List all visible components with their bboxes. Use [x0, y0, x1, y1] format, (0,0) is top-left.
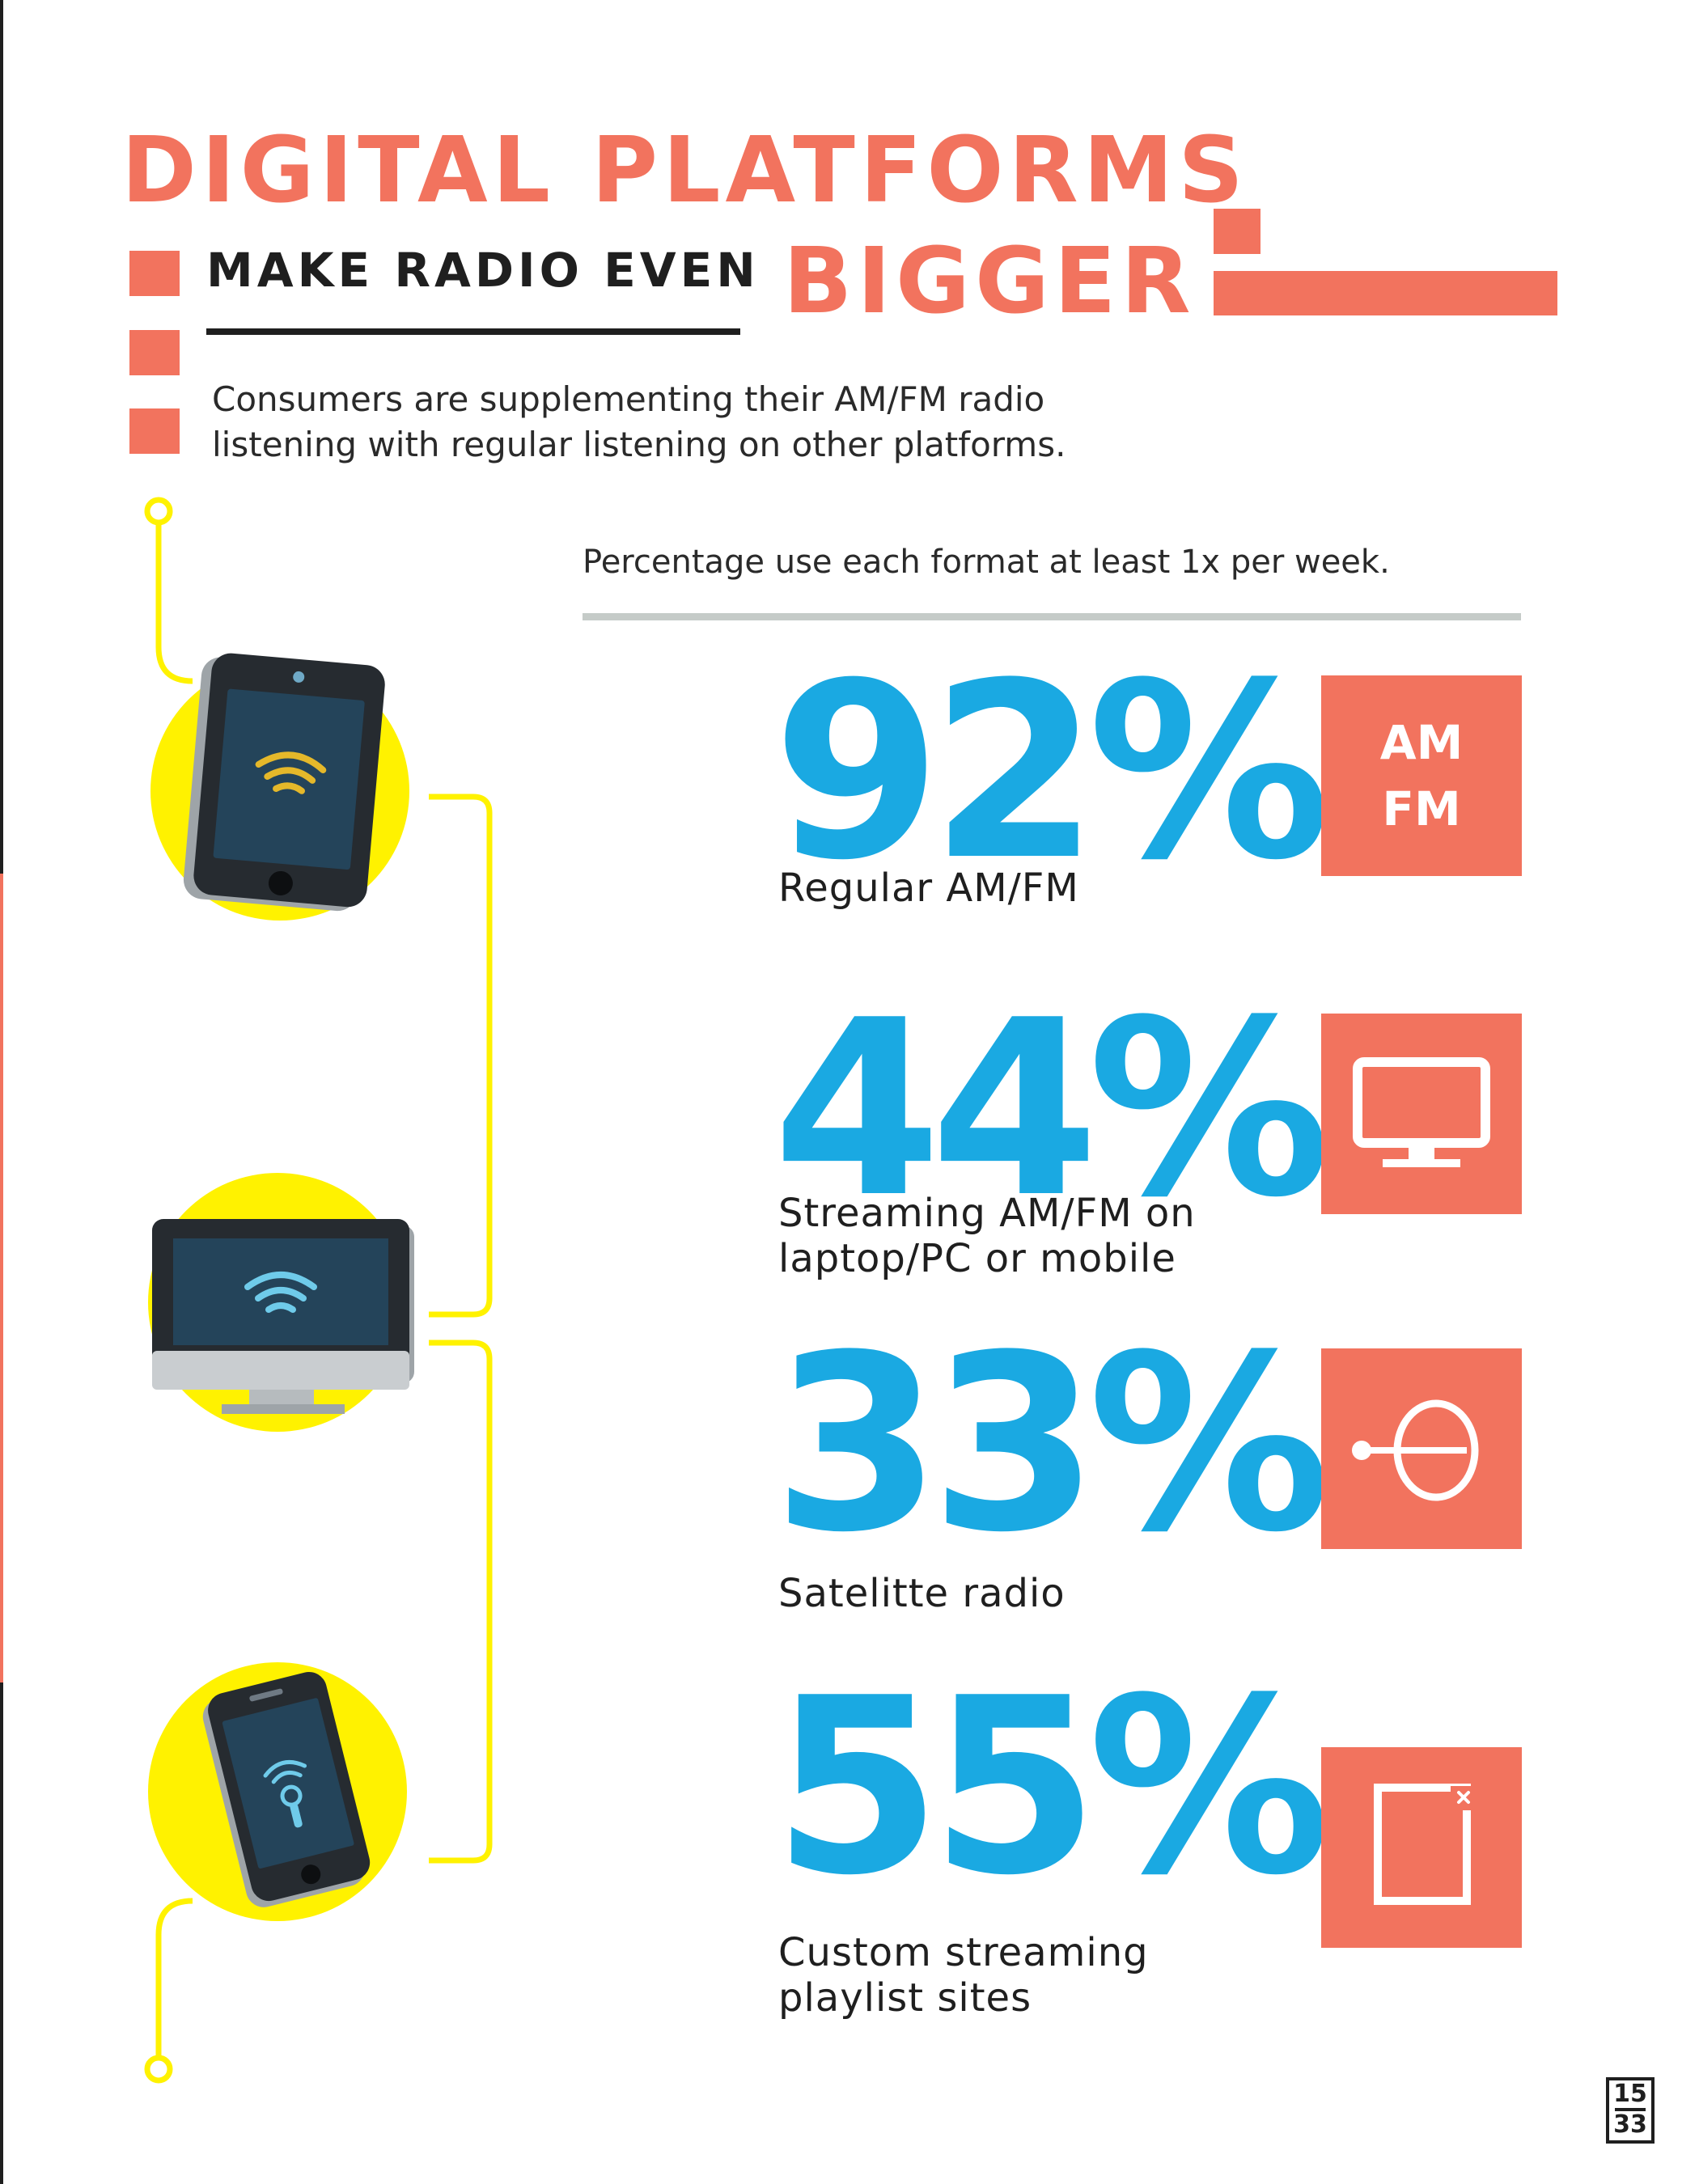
stat-label-playlist: Custom streaming playlist sites	[778, 1930, 1149, 2021]
page-number-total: 33	[1613, 2110, 1647, 2139]
am-icon-text: AM	[1379, 715, 1464, 770]
page-number-divider	[1615, 2108, 1646, 2111]
page-subtitle: MAKE RADIO EVEN	[206, 243, 760, 298]
timeline-end-dot	[144, 2055, 173, 2084]
stat-value-playlist: 55%	[773, 1646, 1331, 1928]
am-fm-text-icon: AM FM	[1321, 675, 1522, 876]
stat-value-streaming: 44%	[773, 968, 1331, 1251]
deco-square-3	[129, 408, 180, 454]
deco-square-2	[129, 330, 180, 375]
deco-square-1	[129, 251, 180, 296]
playlist-window-icon-box	[1321, 1747, 1522, 1948]
title-underline	[206, 328, 740, 335]
connector-top	[155, 523, 193, 684]
monitor-icon-box	[1321, 1014, 1522, 1214]
fm-icon-text: FM	[1382, 781, 1461, 836]
monitor-icon	[1353, 1057, 1490, 1167]
satellite-icon	[1352, 1399, 1479, 1501]
connector-tablet-monitor	[429, 794, 493, 1318]
smartphone-icon	[148, 1662, 407, 1921]
deco-bar	[1214, 271, 1557, 315]
page-title-emphasis: BIGGER	[783, 229, 1196, 334]
connector-monitor-phone	[429, 1340, 493, 1864]
caption-divider	[583, 613, 1521, 620]
deco-square-4	[1214, 209, 1260, 254]
stat-label-satellite: Satelitte radio	[778, 1571, 1066, 1616]
connector-bottom	[155, 1898, 193, 2059]
intro-text: Consumers are supplementing their AM/FM …	[212, 379, 1066, 464]
desktop-monitor-icon	[148, 1173, 414, 1432]
stats-caption: Percentage use each format at least 1x p…	[583, 544, 1390, 581]
page-title: DIGITAL PLATFORMS	[121, 118, 1248, 223]
stat-label-am-fm: Regular AM/FM	[778, 866, 1079, 911]
timeline-start-dot	[144, 497, 173, 526]
playlist-window-icon	[1374, 1784, 1478, 1905]
page-number: 15 33	[1606, 2077, 1655, 2144]
stat-value-am-fm: 92%	[773, 631, 1331, 913]
tablet-icon	[150, 653, 409, 921]
stat-value-satellite: 33%	[773, 1303, 1331, 1585]
satellite-icon-box	[1321, 1348, 1522, 1549]
left-edge-accent	[0, 874, 3, 1682]
stat-label-streaming: Streaming AM/FM on laptop/PC or mobile	[778, 1191, 1196, 1281]
page-number-current: 15	[1613, 2080, 1647, 2108]
